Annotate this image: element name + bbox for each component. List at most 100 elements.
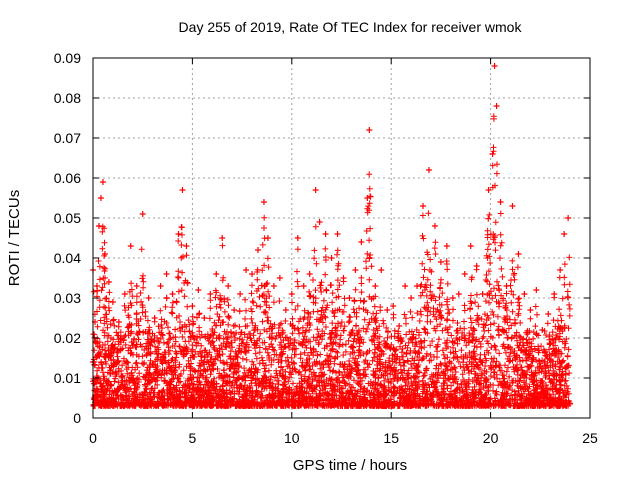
data-point [352, 267, 359, 273]
data-point [255, 247, 262, 253]
data-point [213, 271, 220, 277]
data-point [237, 291, 244, 297]
data-point [151, 315, 158, 321]
data-points [90, 63, 573, 409]
y-axis-label: ROTI / TECUs [6, 190, 23, 286]
plot-frame [92, 57, 591, 419]
x-tick-label: 25 [582, 430, 598, 446]
y-tick-label: 0.08 [54, 90, 81, 106]
data-point [288, 291, 295, 297]
data-point [366, 127, 373, 133]
x-tick-label: 10 [284, 430, 300, 446]
data-point [300, 283, 307, 289]
data-point [557, 267, 564, 273]
data-point [473, 263, 480, 269]
data-point [225, 283, 232, 289]
y-tick-label: 0.05 [54, 210, 81, 226]
data-point [545, 311, 552, 317]
data-point [249, 271, 256, 277]
x-axis-label: GPS time / hours [293, 457, 407, 474]
data-point [551, 291, 558, 297]
y-tick-label: 0.04 [54, 250, 81, 266]
data-point [561, 231, 568, 237]
data-point [264, 235, 271, 241]
data-point [425, 167, 432, 173]
data-point [139, 211, 146, 217]
data-point [115, 319, 122, 325]
chart-title: Day 255 of 2019, Rate Of TEC Index for r… [179, 19, 523, 35]
data-point [420, 203, 427, 209]
data-point [378, 267, 385, 273]
data-point [175, 231, 182, 237]
data-point [95, 223, 102, 229]
data-point [485, 187, 492, 193]
data-point [195, 287, 202, 293]
data-point [461, 271, 468, 277]
data-point [449, 295, 456, 301]
y-tick-label: 0.02 [54, 330, 81, 346]
data-point [358, 239, 365, 245]
data-point [497, 199, 504, 205]
data-point-cloud [90, 113, 573, 409]
data-point [340, 275, 347, 281]
data-point [260, 199, 267, 205]
data-point [364, 195, 371, 201]
data-point [431, 223, 438, 229]
data-point [276, 275, 283, 281]
y-tick-label: 0.07 [54, 130, 81, 146]
data-point [312, 187, 319, 193]
data-point [189, 303, 196, 309]
data-point [533, 287, 540, 293]
data-point [414, 283, 421, 289]
data-point [145, 295, 152, 301]
x-tick-label: 20 [483, 430, 499, 446]
data-point [384, 307, 391, 313]
data-point [396, 323, 403, 329]
data-point [479, 291, 486, 297]
data-point [527, 307, 534, 313]
y-tick-label: 0.01 [54, 370, 81, 386]
data-point [491, 63, 498, 69]
y-tick-label: 0 [73, 410, 81, 426]
x-tick-label: 5 [189, 430, 197, 446]
data-point [467, 243, 474, 249]
data-point [443, 243, 450, 249]
y-tick-label: 0.09 [54, 50, 81, 66]
data-point [105, 279, 112, 285]
data-point [493, 103, 500, 109]
data-point [372, 283, 379, 289]
data-point [99, 179, 106, 185]
data-point [169, 291, 176, 297]
data-point [328, 255, 335, 261]
data-point [334, 231, 341, 237]
data-point [402, 283, 409, 289]
data-point [455, 291, 462, 297]
data-point [109, 299, 116, 305]
data-point [539, 327, 546, 333]
data-point [179, 187, 186, 193]
data-point [133, 283, 140, 289]
data-point [408, 295, 415, 301]
data-point [121, 291, 128, 297]
data-point [93, 283, 100, 289]
x-tick-label: 15 [383, 430, 399, 446]
data-point [163, 271, 170, 277]
data-point [390, 303, 397, 309]
data-point [306, 271, 313, 277]
data-point [270, 283, 277, 289]
data-point [437, 259, 444, 265]
data-point [201, 315, 208, 321]
data-point [509, 203, 516, 209]
data-point [231, 307, 238, 313]
data-point [157, 283, 164, 289]
y-tick-label: 0.03 [54, 290, 81, 306]
data-point [207, 291, 214, 297]
data-point [316, 219, 323, 225]
data-point [346, 295, 353, 301]
data-point [503, 283, 510, 289]
data-point [127, 243, 134, 249]
data-point [282, 307, 289, 313]
y-tick-label: 0.06 [54, 170, 81, 186]
data-point [219, 235, 226, 241]
